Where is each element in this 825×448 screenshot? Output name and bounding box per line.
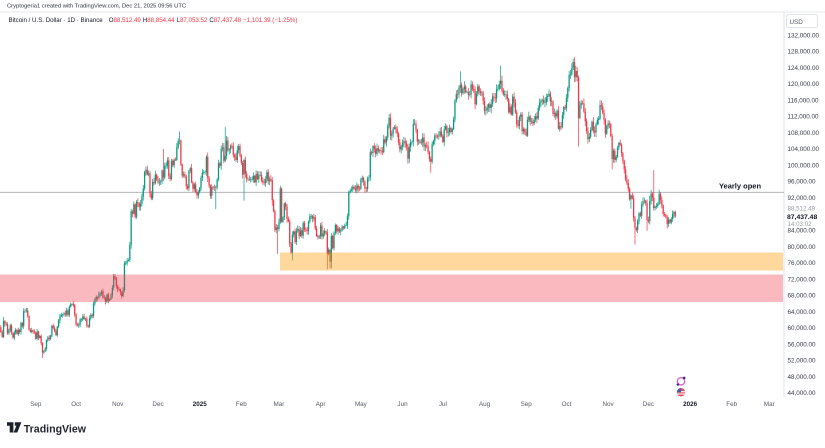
svg-text:Feb: Feb xyxy=(726,401,737,408)
svg-text:Jun: Jun xyxy=(397,401,408,408)
svg-text:Cryptogeria1 created with Trad: Cryptogeria1 created with TradingView.co… xyxy=(7,3,186,9)
svg-text:48,000.00: 48,000.00 xyxy=(788,374,817,381)
svg-text:100,000.00: 100,000.00 xyxy=(788,163,820,170)
svg-text:132,000.00: 132,000.00 xyxy=(788,32,820,39)
svg-text:May: May xyxy=(355,401,368,408)
svg-text:72,000.00: 72,000.00 xyxy=(788,276,817,283)
svg-text:Nov: Nov xyxy=(112,401,124,408)
svg-text:Dec: Dec xyxy=(643,401,654,408)
svg-text:116,000.00: 116,000.00 xyxy=(788,97,820,104)
svg-text:Oct: Oct xyxy=(71,401,81,408)
svg-text:Sep: Sep xyxy=(30,401,42,408)
svg-text:44,000.00: 44,000.00 xyxy=(788,390,817,397)
svg-text:USD: USD xyxy=(790,19,804,26)
svg-text:Oct: Oct xyxy=(562,401,572,408)
svg-text:92,000.00: 92,000.00 xyxy=(788,195,817,202)
svg-text:TradingView: TradingView xyxy=(24,424,87,436)
svg-text:87,437.48: 87,437.48 xyxy=(787,214,817,221)
svg-text:Nov: Nov xyxy=(602,401,614,408)
svg-text:2025: 2025 xyxy=(193,401,208,408)
svg-text:Sep: Sep xyxy=(521,401,533,408)
svg-text:Feb: Feb xyxy=(236,401,247,408)
svg-text:128,000.00: 128,000.00 xyxy=(788,49,820,56)
svg-text:60,000.00: 60,000.00 xyxy=(788,325,817,332)
svg-text:104,000.00: 104,000.00 xyxy=(788,146,820,153)
svg-text:Apr: Apr xyxy=(316,401,326,408)
svg-text:Bitcoin / U.S. Dollar · 1D · B: Bitcoin / U.S. Dollar · 1D · Binance O88,… xyxy=(9,17,298,24)
svg-text:84,000.00: 84,000.00 xyxy=(788,228,817,235)
svg-text:Yearly open: Yearly open xyxy=(719,181,762,190)
svg-text:108,000.00: 108,000.00 xyxy=(788,130,820,137)
svg-text:80,000.00: 80,000.00 xyxy=(788,244,817,251)
svg-text:52,000.00: 52,000.00 xyxy=(788,358,817,365)
svg-text:124,000.00: 124,000.00 xyxy=(788,65,820,72)
svg-text:112,000.00: 112,000.00 xyxy=(788,114,820,121)
svg-text:88,512.49: 88,512.49 xyxy=(788,206,816,213)
svg-text:Mar: Mar xyxy=(764,401,775,408)
svg-text:Mar: Mar xyxy=(273,401,284,408)
svg-text:2026: 2026 xyxy=(683,401,698,408)
svg-text:120,000.00: 120,000.00 xyxy=(788,81,820,88)
svg-text:64,000.00: 64,000.00 xyxy=(788,309,817,316)
svg-text:56,000.00: 56,000.00 xyxy=(788,341,817,348)
svg-text:Dec: Dec xyxy=(152,401,163,408)
svg-text:68,000.00: 68,000.00 xyxy=(788,293,817,300)
svg-text:Jul: Jul xyxy=(439,401,447,408)
svg-text:14:03:02: 14:03:02 xyxy=(788,221,813,228)
svg-text:76,000.00: 76,000.00 xyxy=(788,260,817,267)
svg-text:96,000.00: 96,000.00 xyxy=(788,179,817,186)
svg-text:Aug: Aug xyxy=(479,401,491,408)
